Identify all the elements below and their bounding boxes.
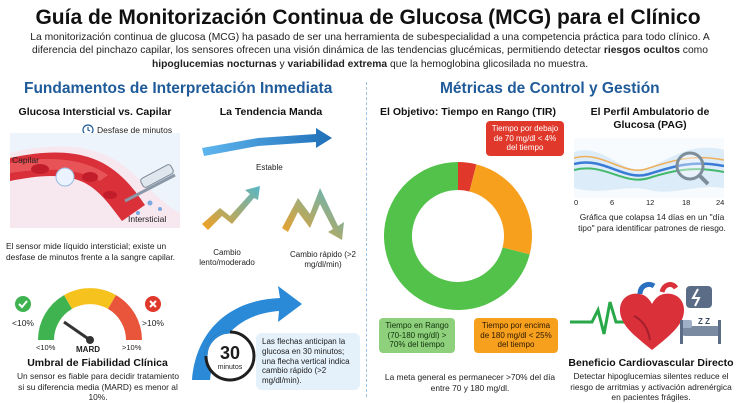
- glucose-panel-title: Glucosa Intersticial vs. Capilar: [18, 106, 172, 118]
- tick-label: 24: [716, 198, 725, 207]
- stable-arrow-icon: [202, 128, 332, 156]
- tick-label: 18: [682, 198, 691, 207]
- arrows-note: Las flechas anticipan la glucosa en 30 m…: [256, 333, 360, 390]
- moderate-arrow-icon: [202, 186, 260, 230]
- clock-arrow-illustration: [192, 286, 302, 382]
- page-title: Guía de Monitorización Continua de Gluco…: [35, 6, 701, 29]
- less-label: <10%: [12, 318, 34, 328]
- pag-title: El Perfil Ambulatorio de Glucosa (PAG): [590, 106, 710, 131]
- tir-caption: La meta general es permanecer >70% del d…: [384, 372, 556, 393]
- section-divider: [366, 82, 367, 397]
- trend-panel-title: La Tendencia Manda: [219, 106, 323, 118]
- tick-label: 6: [610, 198, 615, 207]
- pag-caption: Gráfica que colapsa 14 días en un "día t…: [578, 212, 726, 233]
- tir-segment-below: [458, 162, 477, 192]
- clock-number: 30: [219, 343, 241, 363]
- mard-title: Umbral de Fiabilidad Clínica: [27, 357, 168, 369]
- gauge-left-label: <10%: [36, 343, 56, 352]
- check-icon: [15, 296, 31, 312]
- tick-label: 0: [574, 198, 579, 207]
- below-range-label: Tiempo por debajo de 70 mg/dl < 4% del t…: [486, 121, 564, 156]
- gauge-name-label: MARD: [76, 345, 100, 354]
- sleep-label: Z Z: [698, 317, 710, 326]
- capillary-label: Capilar: [12, 155, 39, 165]
- gauge-right-label: >10%: [122, 343, 142, 352]
- tir-segment-above: [469, 164, 532, 255]
- glucose-caption: El sensor mide líquido intersticial; exi…: [6, 241, 175, 262]
- mard-gauge: [38, 288, 142, 344]
- mard-caption: Un sensor es fiable para decidir tratami…: [17, 371, 179, 403]
- clock-unit: minutos: [217, 364, 243, 371]
- tick-label: 12: [646, 198, 655, 207]
- rapid-arrow-icon: [282, 188, 344, 240]
- cardio-caption: Detectar hipoglucemias silentes reduce e…: [570, 371, 732, 403]
- stable-label: Estable: [256, 163, 283, 172]
- cross-icon: [145, 296, 161, 312]
- tir-donut-chart: [384, 162, 532, 310]
- more-label: >10%: [142, 318, 164, 328]
- heart-illustration: [570, 281, 721, 350]
- rapid-label: Cambio rápido (>2 mg/dl/min): [289, 250, 357, 269]
- pag-ticks: 0 6 12 18 24: [574, 198, 724, 210]
- moderate-label: Cambio lento/moderado: [199, 248, 255, 267]
- interstitial-label: Intersticial: [128, 214, 167, 224]
- left-section-title: Fundamentos de Interpretación Inmediata: [24, 80, 333, 97]
- pag-chart: [574, 138, 724, 198]
- cardio-title: Beneficio Cardiovascular Directo: [568, 357, 734, 369]
- above-range-label: Tiempo por encima de 180 mg/dl < 25% del…: [474, 318, 558, 353]
- vessel-illustration: [10, 133, 180, 228]
- tir-segment-in-range: [384, 162, 530, 310]
- trend-arrows-illustration: [202, 128, 344, 240]
- tir-title: El Objetivo: Tiempo en Rango (TIR): [380, 106, 556, 118]
- heart-icon: [620, 293, 684, 350]
- intro-paragraph: La monitorización continua de glucosa (M…: [30, 32, 710, 70]
- right-section-title: Métricas de Control y Gestión: [440, 80, 660, 97]
- in-range-label: Tiempo en Rango (70-180 mg/dl) > 70% del…: [379, 318, 455, 353]
